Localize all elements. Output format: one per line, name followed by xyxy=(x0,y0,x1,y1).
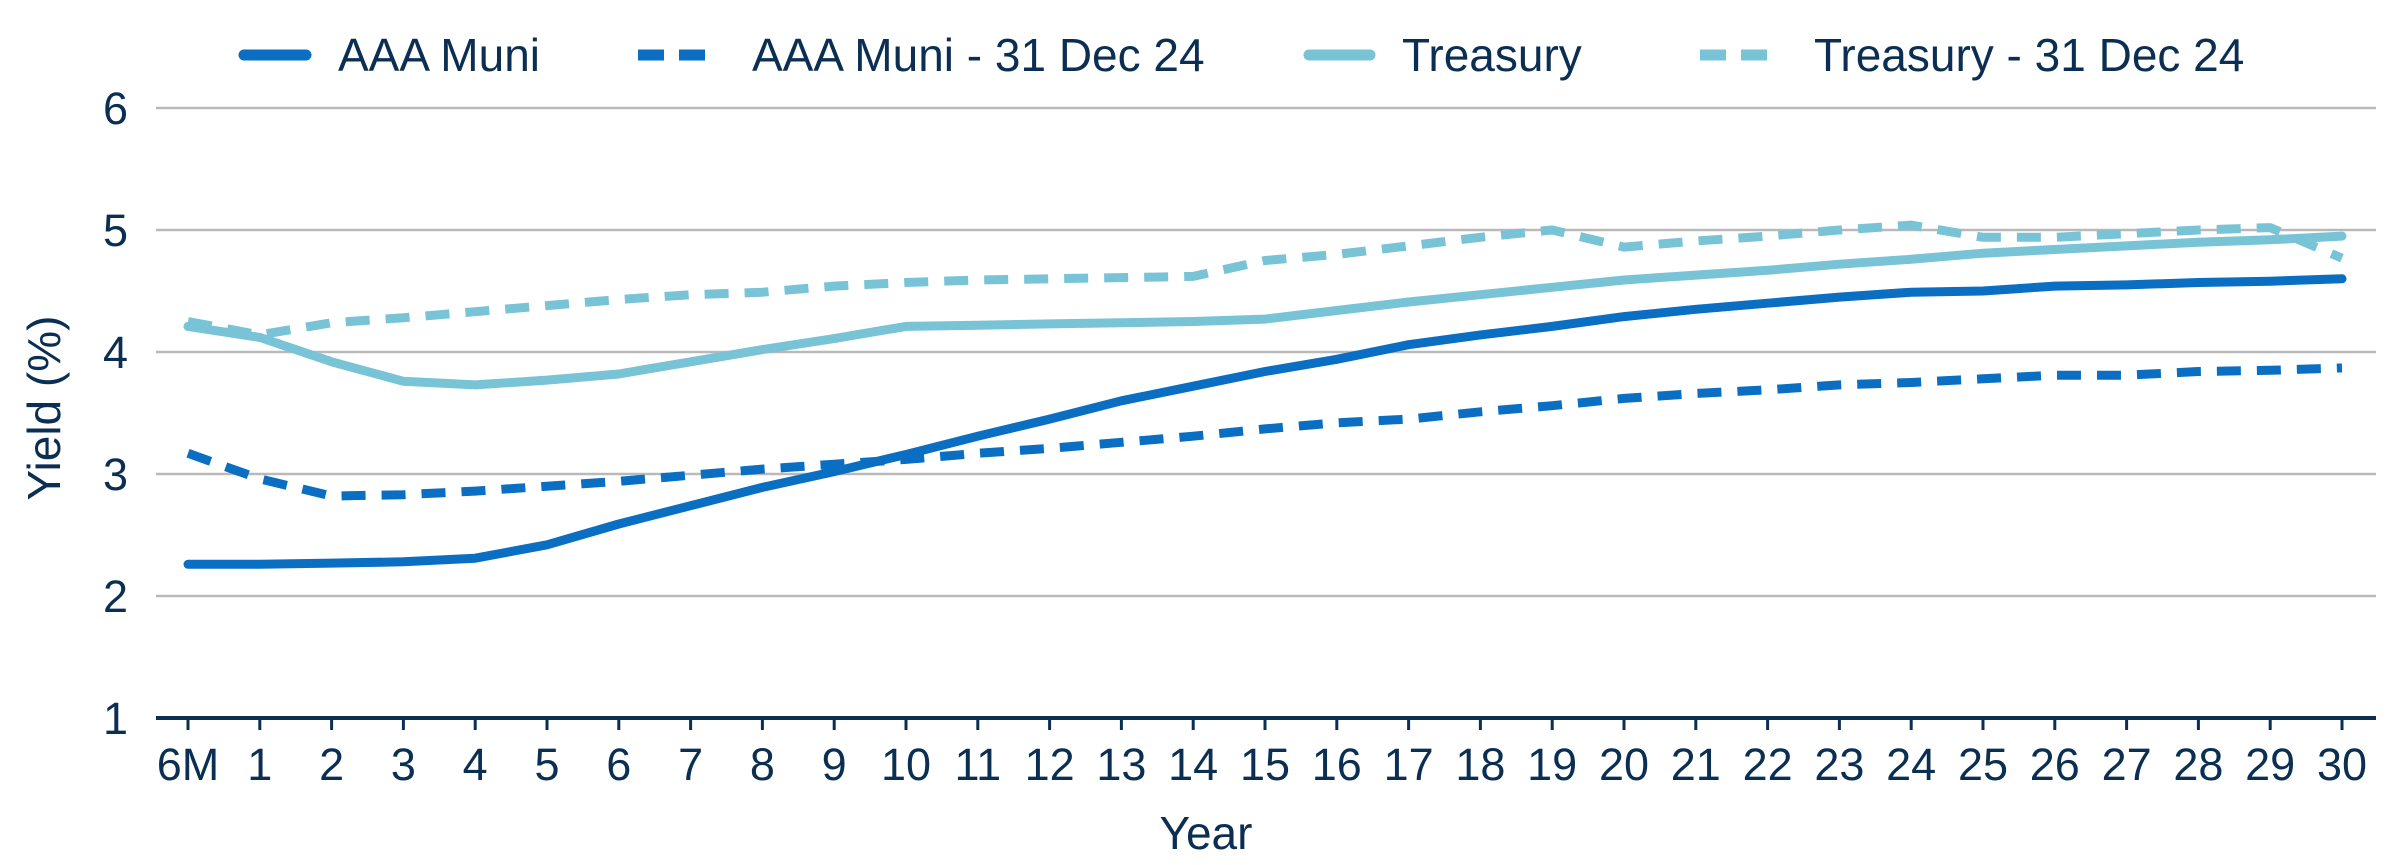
legend-label-treasury-dec: Treasury - 31 Dec 24 xyxy=(1814,29,2244,81)
x-tick-label: 18 xyxy=(1455,739,1505,790)
x-tick-label: 8 xyxy=(750,739,775,790)
series-line-treasury xyxy=(183,231,2347,390)
x-tick-label: 11 xyxy=(954,739,1001,790)
y-tick-label: 1 xyxy=(103,693,128,744)
x-tick-label: 2 xyxy=(319,739,344,790)
legend-item-treasury-dec: Treasury - 31 Dec 24 xyxy=(1700,29,2244,81)
x-tick-label: 26 xyxy=(2030,739,2080,790)
legend-label-treasury: Treasury xyxy=(1402,29,1582,81)
y-tick-label: 6 xyxy=(103,83,128,134)
x-tick-label: 13 xyxy=(1096,739,1146,790)
grid-lines xyxy=(156,106,2376,598)
y-axis-title: Yield (%) xyxy=(18,316,70,501)
x-tick-label: 4 xyxy=(463,739,488,790)
series-line-treasury-31-dec-24 xyxy=(187,220,2344,340)
series-lines xyxy=(183,220,2347,569)
y-tick-label: 2 xyxy=(103,571,128,622)
x-tick-label: 10 xyxy=(881,739,931,790)
x-tick-label: 28 xyxy=(2173,739,2223,790)
x-tick-label: 22 xyxy=(1743,739,1793,790)
y-tick-label: 4 xyxy=(103,327,128,378)
x-tick-label: 30 xyxy=(2317,739,2367,790)
x-tick-label: 29 xyxy=(2245,739,2295,790)
x-tick-label: 6M xyxy=(157,739,220,790)
x-tick-label: 9 xyxy=(822,739,847,790)
legend: AAA Muni AAA Muni - 31 Dec 24 Treasury T… xyxy=(238,29,2244,81)
x-tick-label: 25 xyxy=(1958,739,2008,790)
legend-item-aaa-muni: AAA Muni xyxy=(238,29,540,81)
series-line-aaa-muni xyxy=(183,274,2347,569)
x-tick-label: 7 xyxy=(678,739,703,790)
y-tick-label: 3 xyxy=(103,449,128,500)
x-tick-label: 12 xyxy=(1025,739,1075,790)
legend-item-treasury: Treasury xyxy=(1303,29,1582,81)
x-tick-label: 1 xyxy=(247,739,272,790)
x-tick-label: 3 xyxy=(391,739,416,790)
x-axis-title: Year xyxy=(1160,807,1253,859)
legend-label-aaa-muni-dec: AAA Muni - 31 Dec 24 xyxy=(752,29,1205,81)
x-tick-label: 14 xyxy=(1168,739,1218,790)
x-tick-label: 20 xyxy=(1599,739,1649,790)
x-tick-label: 24 xyxy=(1886,739,1936,790)
series-line-aaa-muni-31-dec-24 xyxy=(186,363,2343,501)
x-tick-label: 15 xyxy=(1240,739,1290,790)
x-tick-label: 19 xyxy=(1527,739,1577,790)
legend-label-aaa-muni: AAA Muni xyxy=(338,29,540,81)
legend-item-aaa-muni-dec: AAA Muni - 31 Dec 24 xyxy=(638,29,1205,81)
x-tick-label: 5 xyxy=(534,739,559,790)
y-tick-label: 5 xyxy=(103,205,128,256)
x-tick-label: 27 xyxy=(2102,739,2152,790)
x-tick-label: 17 xyxy=(1384,739,1434,790)
x-tick-label: 16 xyxy=(1312,739,1362,790)
x-tick-label: 23 xyxy=(1814,739,1864,790)
x-tick-label: 21 xyxy=(1671,739,1721,790)
x-tick-label: 6 xyxy=(606,739,631,790)
